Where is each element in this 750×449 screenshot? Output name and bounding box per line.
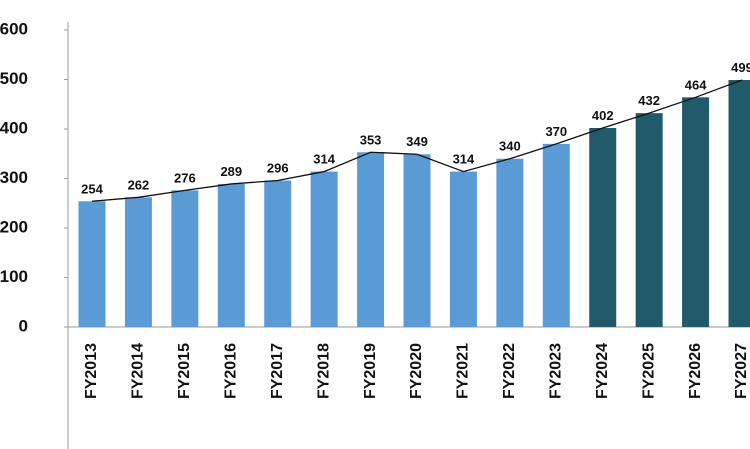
value-label: 276 xyxy=(174,170,196,185)
value-label: 499 xyxy=(731,60,750,75)
value-label: 296 xyxy=(267,160,289,175)
value-label: 402 xyxy=(592,108,614,123)
x-tick-label: FY2025 xyxy=(640,343,657,399)
value-label: 289 xyxy=(220,164,242,179)
x-tick-label: FY2022 xyxy=(501,343,518,399)
y-tick-label: 100 xyxy=(0,267,28,286)
value-label: 340 xyxy=(499,139,521,154)
x-tick-label: FY2024 xyxy=(594,343,611,399)
value-label: 254 xyxy=(81,181,103,196)
x-tick-label: FY2015 xyxy=(176,343,193,399)
bar xyxy=(682,97,710,327)
value-label: 262 xyxy=(128,177,150,192)
x-tick-label: FY2023 xyxy=(548,343,565,399)
bar xyxy=(589,128,617,327)
x-tick-label: FY2027 xyxy=(733,343,750,399)
value-label: 432 xyxy=(638,93,660,108)
x-tick-label: FY2020 xyxy=(408,343,425,399)
value-label: 314 xyxy=(453,152,475,167)
y-tick-label: 200 xyxy=(0,217,28,236)
trend-line xyxy=(91,79,743,202)
value-label: 464 xyxy=(685,77,707,92)
bar xyxy=(357,152,385,327)
x-tick-label: FY2021 xyxy=(455,343,472,399)
bar xyxy=(310,171,338,327)
bar xyxy=(217,183,245,327)
value-label: 314 xyxy=(313,152,335,167)
x-tick-label: FY2017 xyxy=(269,343,286,399)
x-tick-label: FY2013 xyxy=(83,343,100,399)
bar xyxy=(635,113,663,327)
bar xyxy=(124,197,152,327)
bar xyxy=(403,154,431,327)
value-label: 370 xyxy=(545,124,567,139)
y-tick-label: 0 xyxy=(19,316,28,335)
bar xyxy=(171,190,199,327)
bar xyxy=(496,158,524,327)
y-tick-label: 400 xyxy=(0,118,28,137)
bar xyxy=(449,171,477,327)
value-label: 349 xyxy=(406,134,428,149)
y-tick-label: 300 xyxy=(0,168,28,187)
x-tick-label: FY2016 xyxy=(223,343,240,399)
x-tick-label: FY2014 xyxy=(130,343,147,399)
y-tick-label: 600 xyxy=(0,19,28,38)
bar xyxy=(78,201,106,327)
bar xyxy=(264,180,292,327)
x-tick-label: FY2026 xyxy=(687,343,704,399)
x-tick-label: FY2018 xyxy=(315,343,332,399)
bar xyxy=(728,79,750,328)
x-tick-label: FY2019 xyxy=(362,343,379,399)
value-label: 353 xyxy=(360,132,382,147)
bar xyxy=(542,143,570,327)
y-tick-label: 500 xyxy=(0,69,28,88)
